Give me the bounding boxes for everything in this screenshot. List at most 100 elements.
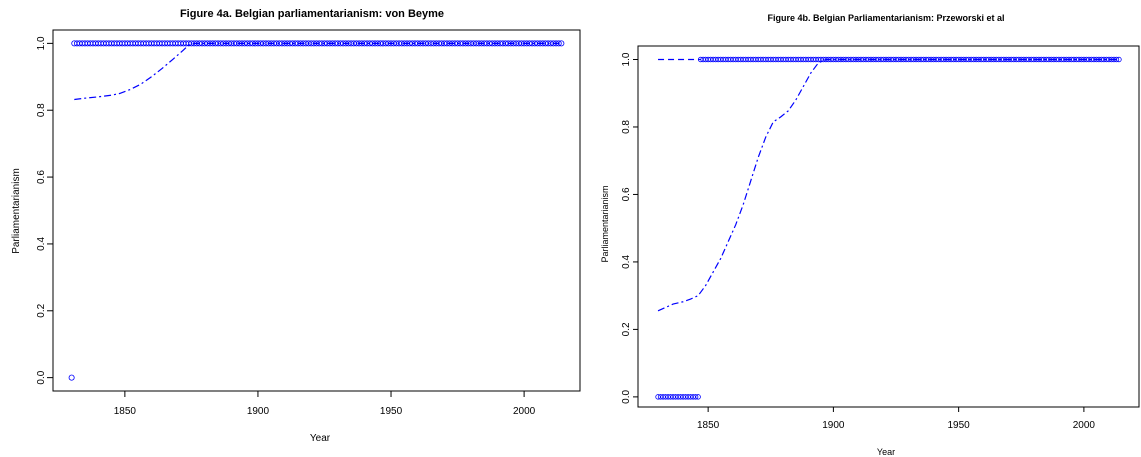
chart-4b-data-point <box>680 394 686 400</box>
chart-4b-data-point <box>667 394 674 400</box>
chart-4a-ylabel: Parliamentarianism <box>11 168 22 254</box>
chart-4b-data-point <box>705 56 711 63</box>
chart-4b-data-point <box>863 56 869 63</box>
chart-4a-ytick-label: 0.4 <box>36 237 47 251</box>
chart-4b-title: Figure 4b. Belgian Parliamentarianism: P… <box>767 13 1004 23</box>
chart-4b-data-point <box>735 56 741 63</box>
chart-4b-data-point <box>775 56 781 63</box>
chart-4b-data-point <box>730 56 736 63</box>
chart-4b-xtick-label: 2000 <box>1073 420 1096 431</box>
chart-4b-data-point <box>983 56 989 63</box>
chart-4b-data-point <box>908 56 914 63</box>
chart-4b-data-point <box>702 56 709 63</box>
chart-4b-data-point <box>813 56 819 63</box>
chart-4b-data-point <box>727 56 734 63</box>
chart-4a-data-point <box>68 374 75 381</box>
chart-4a-svg: Figure 4a. Belgian parliamentarianism: v… <box>11 8 581 444</box>
chart-4b-data-point <box>938 56 944 63</box>
chart-4b-data-point <box>878 56 884 63</box>
chart-4b-ytick-label: 0.4 <box>621 255 632 269</box>
chart-4b-data-point <box>755 56 761 63</box>
chart-4b-data-point <box>738 56 744 63</box>
chart-4b-data-point <box>1013 56 1019 63</box>
chart-4b-data-point <box>1086 56 1092 63</box>
chart-4b-data-point <box>773 56 779 63</box>
chart-4b-data-point <box>732 56 739 63</box>
chart-4b-data-point <box>750 56 756 63</box>
chart-4b-data-point <box>753 56 759 63</box>
chart-4b-data-point <box>808 56 814 63</box>
chart-4b-data-point <box>722 56 729 63</box>
chart-4b-data-point <box>998 56 1004 63</box>
chart-4b-data-point <box>720 56 726 63</box>
chart-4a-xtick-label: 1850 <box>114 406 137 417</box>
chart-4b-data-point <box>748 56 754 63</box>
chart-4b-data-point <box>660 394 666 400</box>
chart-4b-data-point <box>1043 56 1050 63</box>
chart-panel-4b: Figure 4b. Belgian Parliamentarianism: P… <box>585 0 1141 457</box>
chart-4b-data-point <box>848 56 854 63</box>
chart-4b-data-point <box>793 56 799 63</box>
chart-4b-data-point <box>665 394 671 400</box>
chart-4b-plot-frame <box>637 45 1140 408</box>
chart-4b-data-point <box>770 56 776 63</box>
chart-4b-data-point <box>1071 56 1077 63</box>
chart-4b-data-point <box>968 56 974 63</box>
chart-4b-data-point <box>763 56 769 63</box>
chart-4b-data-point <box>893 56 899 63</box>
chart-4b-data-point <box>760 56 766 63</box>
chart-4b-data-point <box>1101 56 1107 63</box>
chart-4b-data-point <box>800 56 807 63</box>
chart-4b-data-point <box>687 394 694 400</box>
chart-4a-xtick-label: 2000 <box>513 406 536 417</box>
chart-4b-data-point <box>662 394 669 400</box>
chart-4b-data-point <box>670 394 676 400</box>
chart-4b-data-point <box>795 56 802 63</box>
chart-4b-data-point <box>725 56 731 63</box>
chart-panel-4a: Figure 4a. Belgian parliamentarianism: v… <box>11 8 581 444</box>
chart-4b-data-point <box>768 56 774 63</box>
chart-4b-data-point <box>745 56 751 63</box>
chart-4a-xtick-label: 1950 <box>380 406 403 417</box>
chart-4b-data-point <box>788 56 794 63</box>
chart-4b-xlabel: Year <box>877 447 895 457</box>
chart-4b-data-point <box>765 56 771 63</box>
chart-4b-data-point <box>805 56 812 63</box>
chart-4b-data-point <box>740 56 746 63</box>
chart-4a-ytick-label: 0.0 <box>36 370 47 384</box>
chart-4b-data-point <box>1073 56 1080 63</box>
chart-4b-data-point <box>1028 56 1034 63</box>
chart-4b-xtick-label: 1950 <box>948 420 971 431</box>
chart-4b-data-point <box>1103 56 1110 63</box>
chart-4b-data-point <box>833 56 839 63</box>
chart-4b-data-point <box>712 56 719 63</box>
chart-4b-data-point <box>655 394 661 400</box>
chart-4b-xtick-label: 1900 <box>822 420 845 431</box>
chart-4b-data-point <box>780 56 786 63</box>
chart-4b-data-point <box>677 394 684 400</box>
chart-4b-data-point <box>717 56 724 63</box>
chart-4b-data-point <box>798 56 804 63</box>
chart-4a-title: Figure 4a. Belgian parliamentarianism: v… <box>180 8 444 20</box>
chart-4b-svg: Figure 4b. Belgian Parliamentarianism: P… <box>600 13 1140 457</box>
chart-4a-plot-frame <box>52 29 581 392</box>
chart-4b-data-point <box>657 394 664 400</box>
chart-4b-data-point <box>1116 56 1122 63</box>
chart-4b-xtick-label: 1850 <box>697 420 720 431</box>
chart-4b-ytick-label: 0.2 <box>621 322 632 336</box>
chart-4b-data-point <box>1058 56 1065 63</box>
chart-4b-data-point <box>743 56 749 63</box>
chart-4a-xlabel: Year <box>310 433 331 444</box>
chart-4b-ytick-label: 1.0 <box>621 52 632 66</box>
chart-4b-data-point <box>707 56 714 63</box>
chart-4b-data-point <box>710 56 716 63</box>
chart-4b-ylabel: Parliamentarianism <box>600 185 610 262</box>
chart-4a-xtick-label: 1900 <box>247 406 270 417</box>
chart-4b-data-point <box>778 56 784 63</box>
chart-4b-data-point <box>785 56 791 63</box>
chart-4b-data-point <box>803 56 809 63</box>
chart-4b-data-point <box>923 56 929 63</box>
chart-4b-data-point <box>715 56 721 63</box>
chart-4b-ytick-label: 0.6 <box>621 187 632 201</box>
chart-4b-data-point <box>953 56 959 63</box>
